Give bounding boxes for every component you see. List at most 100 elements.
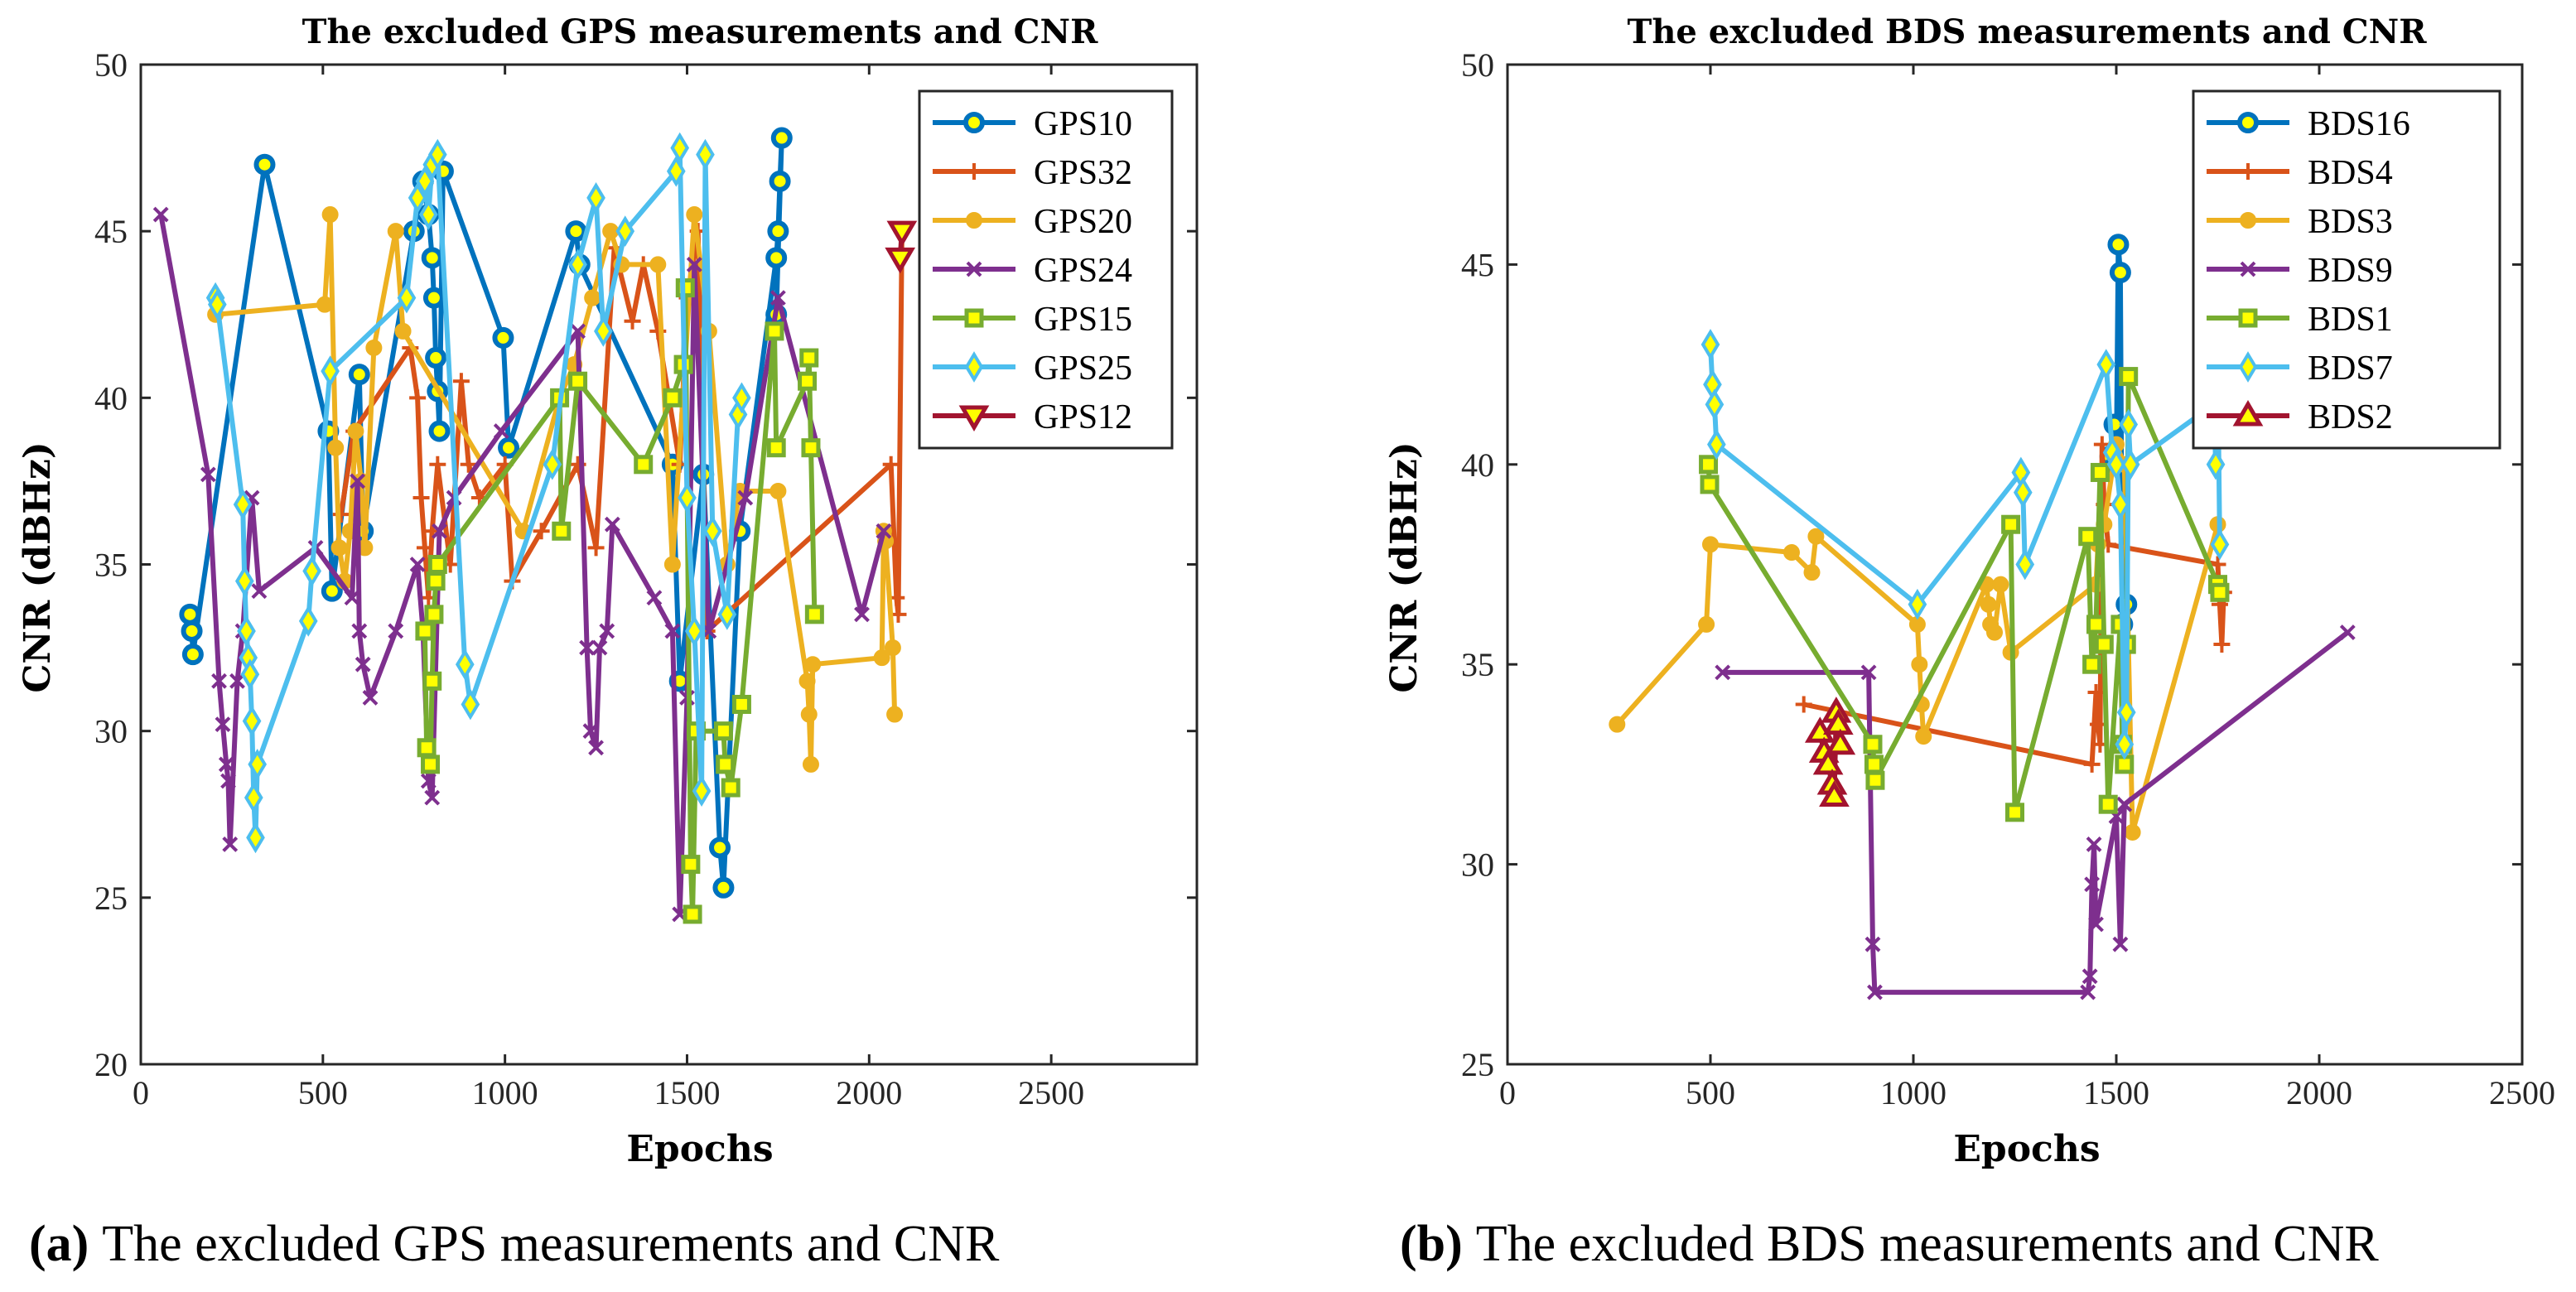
- series-gps10: [179, 127, 793, 899]
- data-point: [1783, 544, 1800, 562]
- data-point: [409, 389, 427, 407]
- data-point: [800, 706, 818, 723]
- legend-item: GPS24: [933, 252, 1132, 290]
- legend-marker: [966, 261, 982, 277]
- series-bds2: [1804, 697, 1856, 808]
- data-point: [424, 789, 441, 806]
- legend-box: [2192, 89, 2501, 450]
- data-point: [686, 256, 702, 272]
- data-point: [1803, 564, 1821, 581]
- data-point: [460, 456, 477, 473]
- data-point: [2120, 448, 2140, 480]
- data-point: [670, 132, 690, 164]
- data-point: [2110, 489, 2130, 520]
- caption-text: The excluded BDS measurements and CNR: [1476, 1216, 2380, 1272]
- series-line-gps24: [158, 214, 886, 917]
- data-point: [246, 822, 265, 854]
- legend-marker: [2238, 308, 2258, 328]
- data-point: [1992, 576, 2009, 593]
- data-point: [801, 438, 821, 458]
- data-point: [663, 556, 681, 573]
- data-point: [2087, 683, 2105, 701]
- y-tick-label: 25: [94, 880, 128, 917]
- data-point: [2213, 636, 2231, 653]
- axis-ticks: 0 500 1000 1500 2000 2500 20 25 30 35 40 45 50: [94, 46, 1197, 1111]
- data-point: [1795, 696, 1812, 713]
- data-point: [425, 347, 447, 369]
- axes-box: [1506, 63, 2524, 1066]
- data-point: [582, 723, 599, 740]
- x-tick-label: 1500: [2083, 1074, 2149, 1111]
- x-tick-label: 2000: [2286, 1074, 2352, 1111]
- legend-item: GPS10: [933, 105, 1132, 143]
- legend-item: BDS16: [2207, 105, 2410, 143]
- y-tick-label: 20: [94, 1046, 128, 1083]
- data-point: [765, 321, 784, 341]
- data-point: [2089, 716, 2106, 733]
- legend-label: BDS1: [2308, 301, 2393, 339]
- data-point: [1864, 936, 1881, 952]
- data-point: [1819, 780, 1850, 808]
- data-point: [347, 422, 364, 440]
- data-point: [2005, 803, 2024, 822]
- data-point: [586, 182, 605, 214]
- data-point: [552, 521, 572, 541]
- legend-marker: [964, 308, 984, 328]
- x-tick-label: 2500: [2489, 1074, 2555, 1111]
- data-point: [716, 754, 736, 774]
- data-point: [420, 773, 437, 789]
- series-line-bds1: [1705, 374, 2222, 815]
- data-point: [2116, 796, 2133, 812]
- data-point: [179, 603, 201, 625]
- data-point: [415, 165, 435, 197]
- data-point: [422, 287, 445, 309]
- data-point: [591, 639, 608, 656]
- data-point: [2086, 836, 2102, 852]
- series-line-bds9: [1722, 630, 2350, 996]
- data-point: [365, 339, 383, 356]
- data-point: [767, 220, 789, 243]
- data-point: [1864, 754, 1884, 774]
- data-point: [2107, 234, 2130, 256]
- data-point: [426, 571, 446, 591]
- data-point: [543, 448, 562, 480]
- legend: BDS16 BDS4 BDS3 BDS9 BDS1 BDS7 BDS2: [2192, 89, 2501, 450]
- panel-gps: The excluded GPS measurements and CNR 0 5…: [17, 12, 1199, 1272]
- data-point: [1698, 615, 1715, 633]
- series-gps12: [885, 220, 918, 274]
- data-point: [498, 436, 520, 459]
- data-point: [362, 690, 379, 706]
- y-tick-label: 25: [1461, 1046, 1494, 1083]
- data-point: [568, 371, 588, 391]
- series-gps20: [207, 206, 904, 773]
- data-point: [2001, 514, 2021, 534]
- data-point: [428, 420, 451, 442]
- data-point: [200, 466, 216, 483]
- data-point: [2013, 476, 2033, 509]
- legend-marker: [964, 351, 984, 383]
- data-point: [599, 623, 615, 639]
- data-point: [799, 348, 819, 368]
- data-point: [873, 649, 890, 667]
- data-point: [584, 289, 601, 306]
- x-tick-label: 0: [133, 1074, 149, 1111]
- data-point: [2098, 794, 2118, 814]
- data-point: [713, 721, 733, 741]
- series-bds9: [1715, 624, 2356, 1000]
- data-point: [432, 523, 447, 539]
- data-point: [882, 456, 900, 473]
- data-point: [696, 138, 715, 171]
- series-gps25: [205, 132, 751, 854]
- data-point: [1702, 536, 1719, 553]
- data-point: [1911, 656, 1928, 673]
- y-tick-label: 30: [94, 713, 128, 750]
- data-point: [765, 247, 788, 269]
- data-point: [332, 506, 350, 523]
- data-point: [2119, 408, 2139, 441]
- data-point: [1812, 748, 1844, 775]
- data-point: [2088, 916, 2104, 933]
- data-point: [234, 565, 254, 597]
- data-point: [2015, 548, 2035, 581]
- legend-label: BDS2: [2308, 398, 2393, 436]
- data-point: [211, 673, 227, 689]
